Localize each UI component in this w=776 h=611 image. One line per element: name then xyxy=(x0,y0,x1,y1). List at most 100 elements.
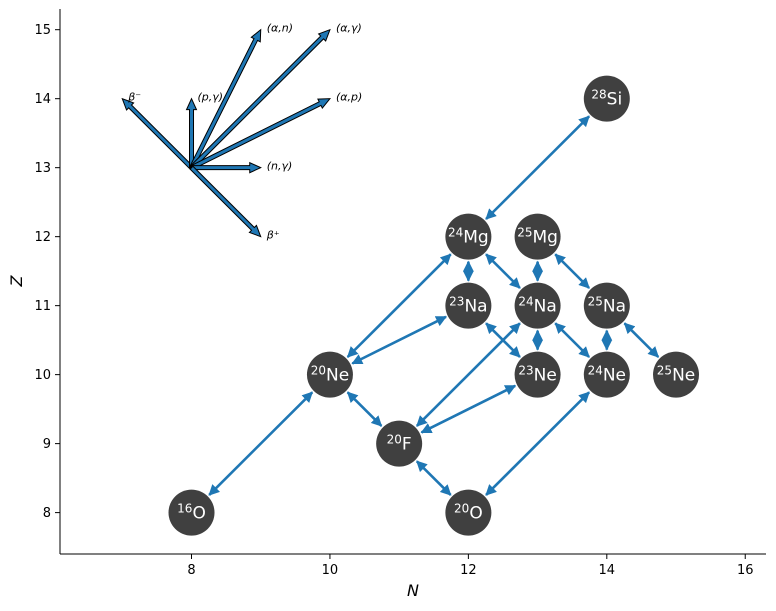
nucleus-mg25: 25Mg xyxy=(514,213,561,260)
nucleus-circle xyxy=(445,282,492,329)
mass-number: 25 xyxy=(657,364,672,378)
nucleus-label: 25Na xyxy=(588,295,626,317)
element-symbol: Ne xyxy=(672,366,695,386)
mass-number: 20 xyxy=(454,502,469,516)
nucleus-circle xyxy=(445,489,492,536)
nucleus-label: 25Mg xyxy=(517,226,558,248)
element-symbol: O xyxy=(192,504,205,524)
reaction-link-o16-ne20 xyxy=(208,391,314,496)
reaction-link-ne20-f20 xyxy=(346,391,383,427)
element-symbol: Na xyxy=(464,297,487,317)
x-tick-label: 14 xyxy=(599,563,616,578)
reaction-link-na25-ne25 xyxy=(623,322,660,358)
mass-number: 23 xyxy=(449,295,464,309)
nucleus-label: 28Si xyxy=(591,88,622,110)
mass-number: 24 xyxy=(448,226,463,240)
mass-number: 25 xyxy=(588,295,603,309)
nucleus-circle xyxy=(514,282,561,329)
element-symbol: Na xyxy=(534,297,557,317)
nucleus-circle xyxy=(653,351,700,398)
reaction-legend: β⁻ (p,γ) (α,n) (α,γ) (α,p) (n,γ) β⁺ xyxy=(121,22,362,242)
reaction-link-na23-ne23 xyxy=(485,322,521,358)
nucleus-na25: 25Na xyxy=(583,282,630,329)
element-symbol: Si xyxy=(607,90,623,110)
nucleus-label: 25Ne xyxy=(657,364,695,386)
element-symbol: F xyxy=(402,435,412,455)
element-symbol: Ne xyxy=(603,366,626,386)
y-tick-label: 9 xyxy=(43,437,51,452)
y-tick-label: 13 xyxy=(34,161,51,176)
legend-arrow-n xyxy=(189,28,262,170)
legend-label-arrow-3: (α,γ) xyxy=(336,22,362,35)
reaction-links xyxy=(208,115,660,496)
axes: N Z 8 10 12 14 16 8 9 10 11 12 13 14 15 xyxy=(7,9,766,600)
nucleus-f20: 20F xyxy=(376,420,423,467)
reaction-link-o20-ne24 xyxy=(485,391,591,496)
nucleus-mg24: 24Mg xyxy=(445,213,492,260)
legend-arrow-n xyxy=(191,161,262,174)
nucleus-ne23: 23Ne xyxy=(514,351,561,398)
reaction-link-mg24-na24 xyxy=(485,253,521,289)
nucleus-o16: 16O xyxy=(168,489,215,536)
nucleus-label: 20F xyxy=(387,433,412,455)
y-tick-label: 14 xyxy=(34,92,51,107)
legend-label-arrow-6: β⁺ xyxy=(266,229,280,242)
element-symbol: Ne xyxy=(534,366,557,386)
legend-arrow-arrow-3 xyxy=(189,28,331,170)
legend-label-n: (α,n) xyxy=(267,22,293,35)
y-tick-label: 8 xyxy=(43,506,51,521)
y-tick-label: 15 xyxy=(34,23,51,38)
nucleus-o20: 20O xyxy=(445,489,492,536)
x-tick-label: 10 xyxy=(322,563,339,578)
legend-arrow-p xyxy=(189,98,332,171)
nucleus-circle xyxy=(583,282,630,329)
nucleus-circle xyxy=(445,213,492,260)
mass-number: 28 xyxy=(591,88,606,102)
nucleus-circle xyxy=(306,351,353,398)
x-axis-label: N xyxy=(407,581,419,600)
element-symbol: Na xyxy=(603,297,626,317)
mass-number: 24 xyxy=(518,295,533,309)
element-symbol: Mg xyxy=(463,228,488,248)
nucleus-si28: 28Si xyxy=(583,75,630,122)
mass-number: 20 xyxy=(387,433,402,447)
reaction-link-mg24-si28 xyxy=(485,115,591,220)
nucleus-circle xyxy=(514,351,561,398)
reaction-link-na24-ne24 xyxy=(554,322,591,358)
element-symbol: O xyxy=(469,504,482,524)
element-symbol: Ne xyxy=(326,366,349,386)
y-tick-label: 10 xyxy=(34,368,51,383)
y-tick-label: 11 xyxy=(34,299,51,314)
nucleus-label: 23Ne xyxy=(518,364,556,386)
legend-label-p: (p,γ) xyxy=(198,91,224,104)
legend-arrow-arrow-6 xyxy=(189,165,262,238)
mass-number: 25 xyxy=(517,226,532,240)
nucleus-label: 16O xyxy=(177,502,206,524)
nucleus-ne24: 24Ne xyxy=(583,351,630,398)
mass-number: 20 xyxy=(311,364,326,378)
y-axis-label: Z xyxy=(7,274,26,287)
reaction-link-mg25-na25 xyxy=(554,253,591,289)
x-tick-label: 12 xyxy=(460,563,477,578)
nucleus-label: 20Ne xyxy=(311,364,349,386)
element-symbol: Mg xyxy=(532,228,557,248)
nucleus-ne25: 25Ne xyxy=(653,351,700,398)
mass-number: 24 xyxy=(588,364,603,378)
mass-number: 23 xyxy=(518,364,533,378)
nucleus-circle xyxy=(583,75,630,122)
reaction-link-f20-o20 xyxy=(415,460,452,496)
legend-label-n: (n,γ) xyxy=(267,160,293,173)
nucleus-ne20: 20Ne xyxy=(306,351,353,398)
nucleus-label: 24Na xyxy=(518,295,556,317)
x-tick-label: 8 xyxy=(187,563,195,578)
legend-label-p: (α,p) xyxy=(336,91,362,104)
nucleus-label: 23Na xyxy=(449,295,487,317)
nucleus-label: 20O xyxy=(454,502,483,524)
y-tick-label: 12 xyxy=(34,230,51,245)
nucleus-circle xyxy=(168,489,215,536)
x-tick-label: 16 xyxy=(737,563,754,578)
nucleus-na24: 24Na xyxy=(514,282,561,329)
nucleus-circle xyxy=(514,213,561,260)
legend-arrow-p xyxy=(185,97,198,169)
